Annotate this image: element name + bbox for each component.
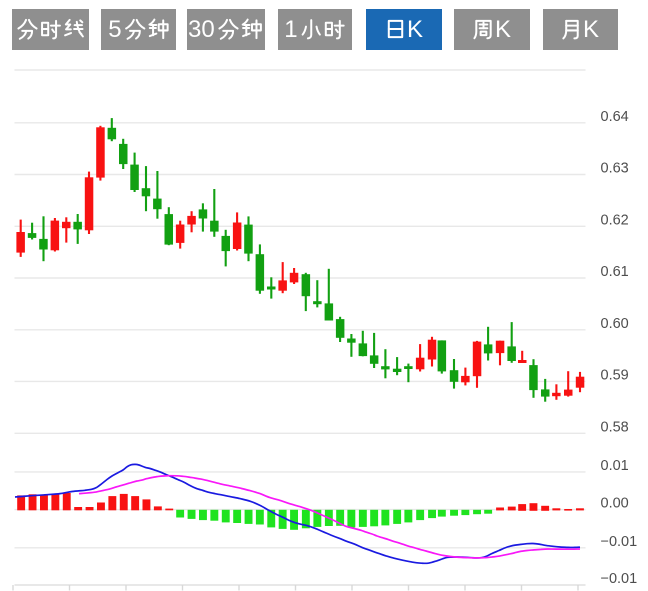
- svg-text:K: K: [495, 16, 511, 42]
- svg-text:0.00: 0.00: [601, 496, 629, 512]
- svg-text:0.63: 0.63: [601, 161, 629, 177]
- svg-text:1: 1: [284, 16, 297, 42]
- svg-text:0.62: 0.62: [601, 213, 629, 229]
- svg-text:0.01: 0.01: [601, 458, 629, 474]
- svg-text:−0.01: −0.01: [601, 571, 638, 587]
- svg-text:−0.01: −0.01: [601, 534, 638, 550]
- svg-text:0.61: 0.61: [601, 264, 629, 280]
- svg-text:K: K: [583, 16, 599, 42]
- svg-text:30: 30: [188, 16, 215, 42]
- svg-text:0.60: 0.60: [601, 316, 629, 332]
- svg-text:5: 5: [108, 16, 121, 42]
- svg-text:0.64: 0.64: [601, 109, 629, 125]
- svg-text:0.58: 0.58: [601, 420, 629, 436]
- svg-text:K: K: [407, 16, 423, 42]
- svg-text:0.59: 0.59: [601, 368, 629, 384]
